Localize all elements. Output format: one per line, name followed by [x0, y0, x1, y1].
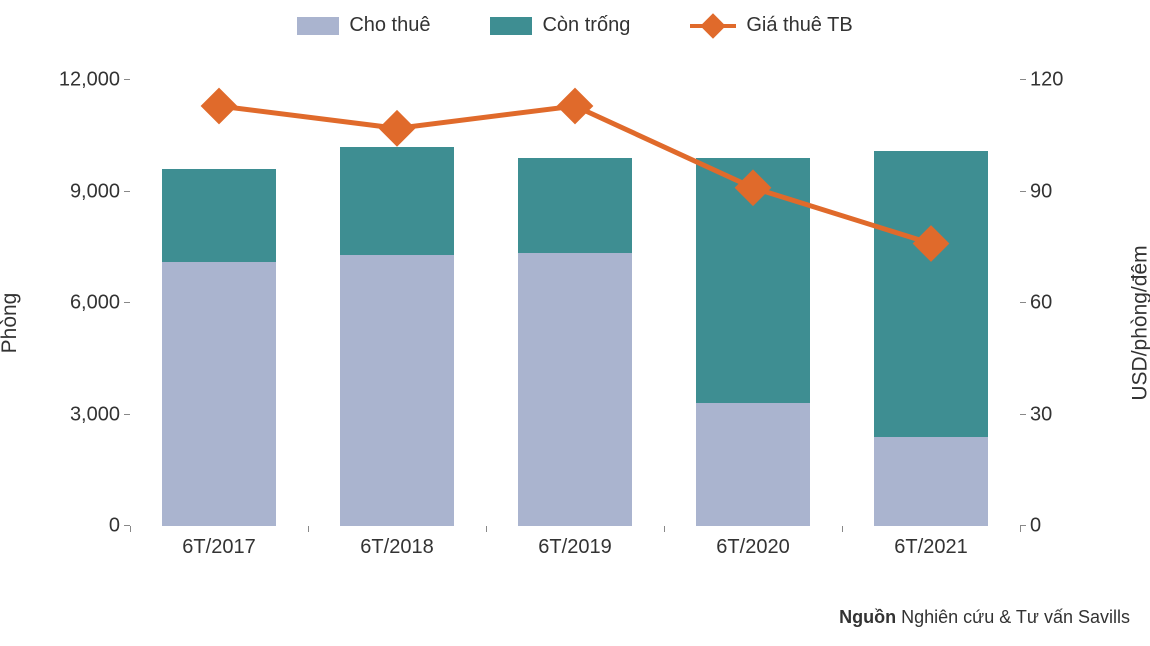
axis-tickmark: [664, 526, 665, 532]
x-tick: 6T/2019: [486, 536, 664, 559]
y-axis-left-label: Phòng: [0, 293, 22, 354]
avg-rate-marker: [913, 225, 950, 262]
y-left-tick: 12,000: [40, 69, 120, 92]
legend-item-avg-rate: Giá thuê TB: [690, 14, 852, 37]
legend-label-avg-rate: Giá thuê TB: [746, 14, 852, 37]
axis-tickmark: [486, 526, 487, 532]
x-axis-ticks: 6T/20176T/20186T/20196T/20206T/2021: [130, 536, 1020, 559]
y-left-tick: 0: [40, 515, 120, 538]
axis-tickmark: [842, 526, 843, 532]
y-axis-right-ticks: 0306090120: [1030, 80, 1110, 526]
legend-label-vacant: Còn trống: [542, 14, 630, 37]
line-layer: [130, 80, 1020, 526]
axis-tickmark: [130, 526, 131, 532]
y-right-tick: 30: [1030, 403, 1110, 426]
y-right-tick: 0: [1030, 515, 1110, 538]
axis-tickmark: [308, 526, 309, 532]
chart-container: Cho thuê Còn trống Giá thuê TB 0 3,000 6,0…: [0, 0, 1150, 646]
x-tick: 6T/2021: [842, 536, 1020, 559]
axis-tickmark: [124, 302, 130, 303]
x-tick: 6T/2020: [664, 536, 842, 559]
avg-rate-marker: [379, 110, 416, 147]
avg-rate-marker: [557, 88, 594, 125]
y-axis-right-label: USD/phòng/đêm: [1128, 245, 1150, 400]
legend-swatch-rented: [297, 17, 339, 35]
x-tick: 6T/2018: [308, 536, 486, 559]
axis-tickmark: [1020, 526, 1021, 532]
y-axis-left-ticks: 03,0006,0009,00012,000: [40, 80, 120, 526]
avg-rate-marker: [735, 169, 772, 206]
y-right-tick: 60: [1030, 292, 1110, 315]
avg-rate-line: [219, 106, 931, 244]
y-right-tick: 120: [1030, 69, 1110, 92]
legend-item-rented: Cho thuê: [297, 14, 430, 37]
y-left-tick: 6,000: [40, 292, 120, 315]
x-tick: 6T/2017: [130, 536, 308, 559]
plot-area: [130, 80, 1020, 526]
axis-tickmark: [1020, 302, 1026, 303]
legend-swatch-avg-rate: [690, 16, 736, 36]
y-left-tick: 3,000: [40, 403, 120, 426]
legend-item-vacant: Còn trống: [490, 14, 630, 37]
legend: Cho thuê Còn trống Giá thuê TB: [0, 14, 1150, 37]
legend-diamond-icon: [701, 13, 726, 38]
y-left-tick: 9,000: [40, 180, 120, 203]
axis-tickmark: [1020, 414, 1026, 415]
source-note: Nguồn Nghiên cứu & Tư vấn Savills: [839, 607, 1130, 628]
source-prefix: Nguồn: [839, 607, 896, 627]
legend-label-rented: Cho thuê: [349, 14, 430, 37]
axis-tickmark: [124, 79, 130, 80]
axis-tickmark: [124, 191, 130, 192]
legend-swatch-vacant: [490, 17, 532, 35]
y-right-tick: 90: [1030, 180, 1110, 203]
axis-tickmark: [124, 414, 130, 415]
axis-tickmark: [1020, 79, 1026, 80]
source-text: Nghiên cứu & Tư vấn Savills: [901, 607, 1130, 627]
axis-tickmark: [1020, 191, 1026, 192]
avg-rate-marker: [201, 88, 238, 125]
